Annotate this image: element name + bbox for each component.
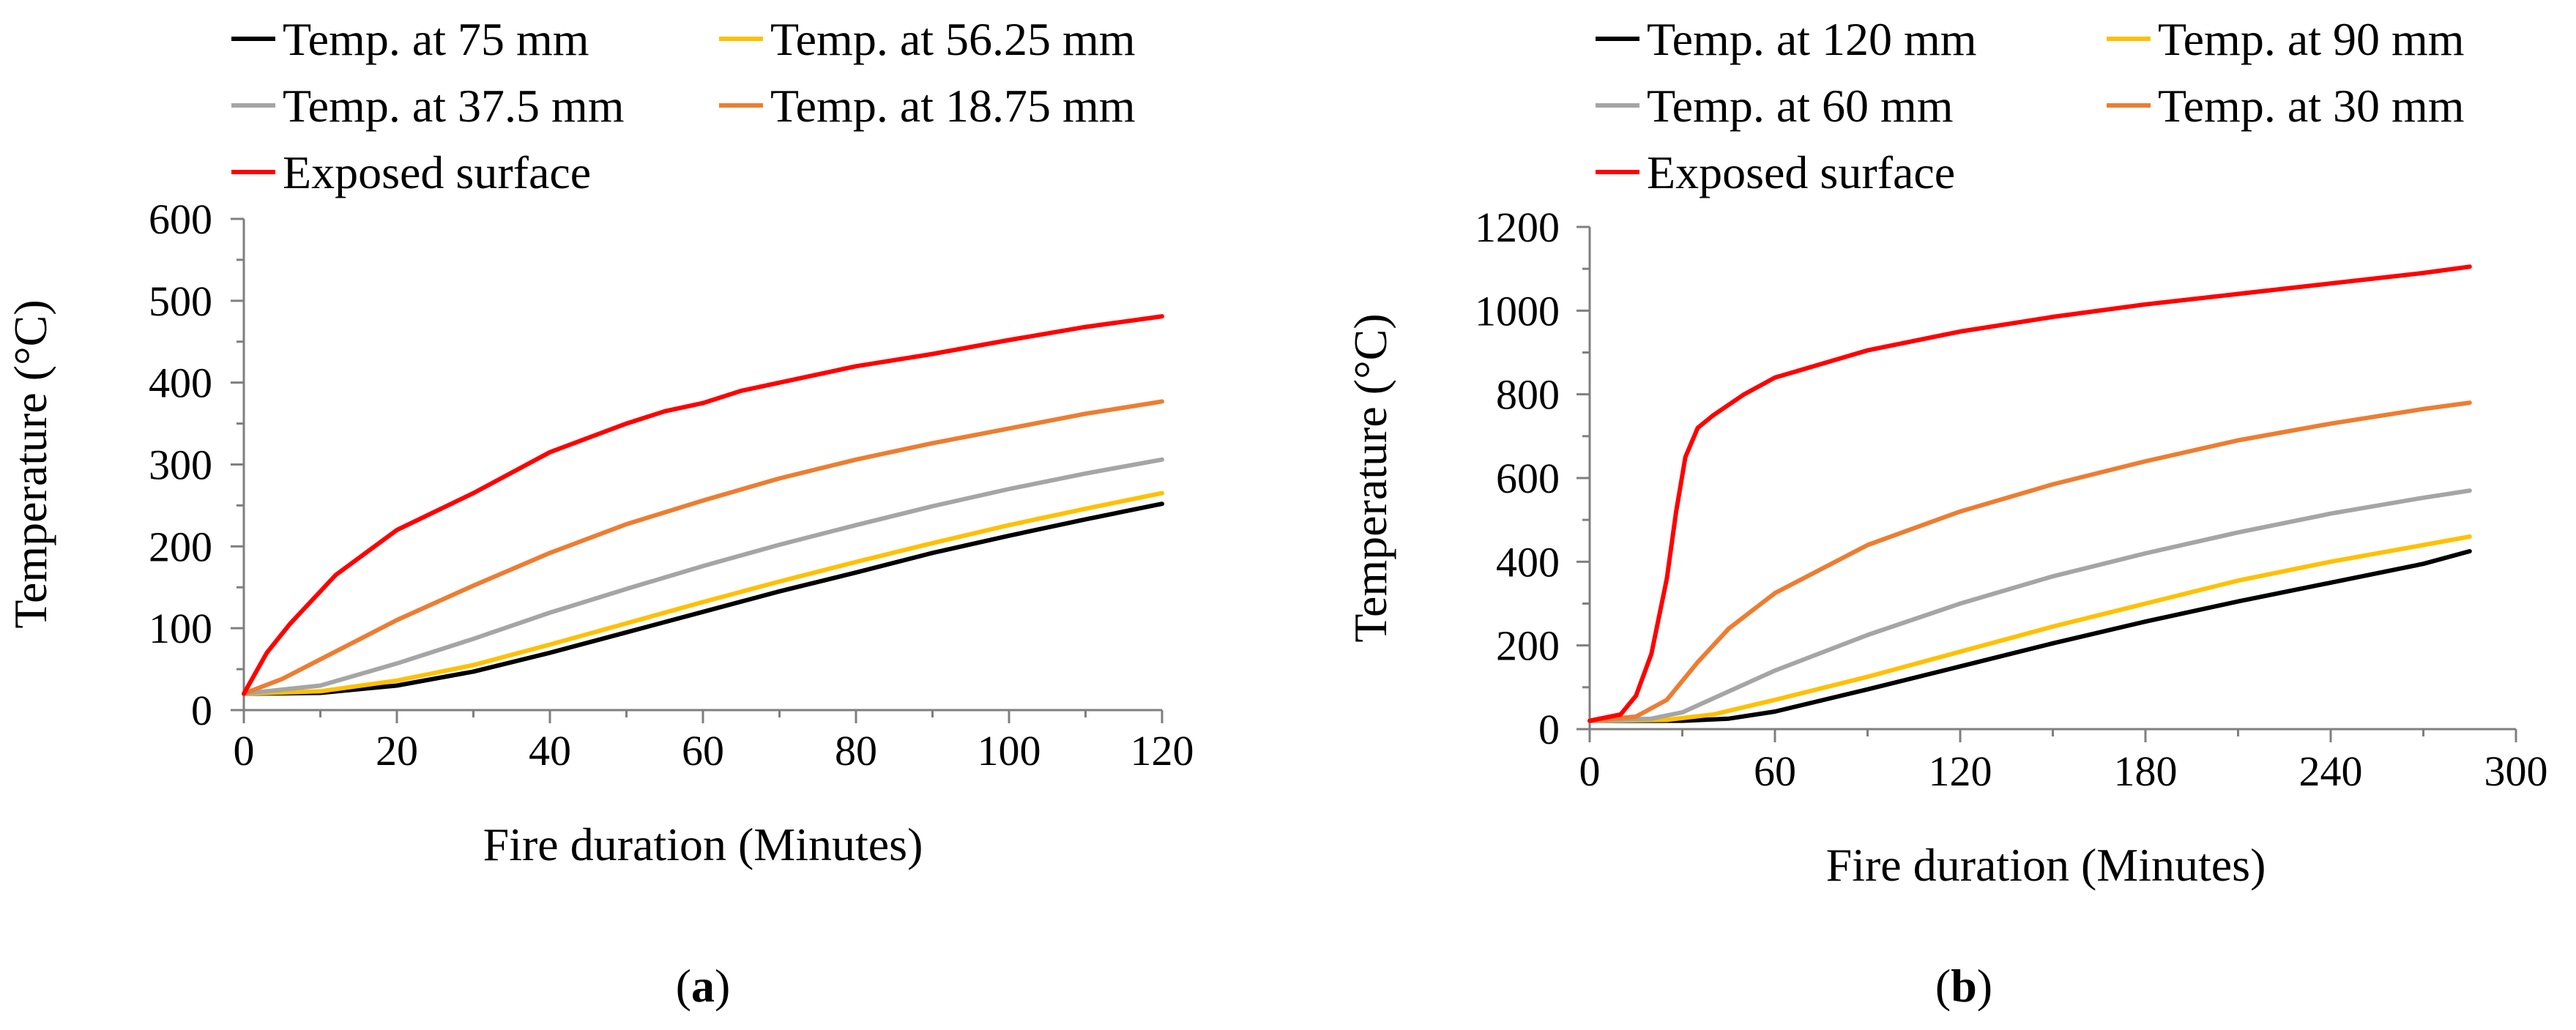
x-tick-label: 20 [376,727,418,775]
x-tick-label: 100 [978,727,1041,775]
legend-label-2: Temp. at 60 mm [1647,80,1954,132]
y-tick-label: 1200 [1475,204,1560,251]
x-tick-label: 240 [2299,747,2363,795]
y-tick-label: 500 [149,277,212,325]
chart-a: 0 100 200 300 400 500 600 0 20 40 60 80 100 120 Temp. … [4,13,1194,1012]
series-line-1 [1587,534,2472,723]
legend-label-1: Temp. at 90 mm [2158,13,2465,65]
y-axis-title: Temperature (°C) [4,299,56,628]
y-tick-label: 0 [191,687,212,734]
x-tick-label: 0 [1579,747,1601,795]
series-line-2 [242,457,1164,696]
legend-label-4: Exposed surface [283,146,591,198]
y-tick-label: 100 [149,605,212,652]
series-line-4 [1587,264,2472,723]
series-line-0 [1587,549,2472,723]
legend-label-4: Exposed surface [1647,146,1955,198]
x-tick-label: 60 [682,727,724,775]
legend-label-0: Temp. at 75 mm [283,13,589,65]
series-line-1 [242,490,1164,696]
y-tick-label: 400 [149,359,212,407]
x-tick-label: 120 [1929,747,1992,795]
x-axis-title: Fire duration (Minutes) [483,818,923,870]
subfigure-caption: (b) [1935,960,1992,1012]
series-line-4 [242,314,1164,696]
x-tick-label: 120 [1131,727,1194,775]
series-line-2 [1587,488,2472,723]
series-line-3 [1587,400,2472,723]
y-tick-label: 200 [1496,622,1560,670]
y-tick-label: 600 [149,195,212,243]
series-line-3 [242,399,1164,696]
legend-label-1: Temp. at 56.25 mm [770,13,1136,65]
y-tick-label: 800 [1496,371,1560,419]
legend-label-3: Temp. at 30 mm [2158,80,2465,132]
x-tick-label: 0 [234,727,255,775]
y-tick-label: 300 [149,441,212,489]
x-tick-label: 40 [529,727,571,775]
legend-label-0: Temp. at 120 mm [1647,13,1977,65]
y-tick-label: 600 [1496,455,1560,502]
y-tick-label: 200 [149,523,212,570]
y-tick-label: 1000 [1475,287,1560,335]
series-line-0 [242,501,1164,696]
x-tick-label: 80 [835,727,877,775]
y-axis-title: Temperature (°C) [1344,313,1396,642]
legend-label-3: Temp. at 18.75 mm [770,80,1136,132]
legend-label-2: Temp. at 37.5 mm [283,80,625,132]
chart-b: 0 200 400 600 800 1000 1200 0 60 120 180 240 300 Temp… [1344,13,2548,1012]
x-tick-label: 180 [2114,747,2178,795]
subfigure-caption: (a) [676,960,731,1012]
x-axis-title: Fire duration (Minutes) [1826,839,2266,891]
y-tick-label: 0 [1538,706,1560,753]
y-tick-label: 400 [1496,538,1560,586]
x-tick-label: 300 [2484,747,2548,795]
x-tick-label: 60 [1754,747,1796,795]
